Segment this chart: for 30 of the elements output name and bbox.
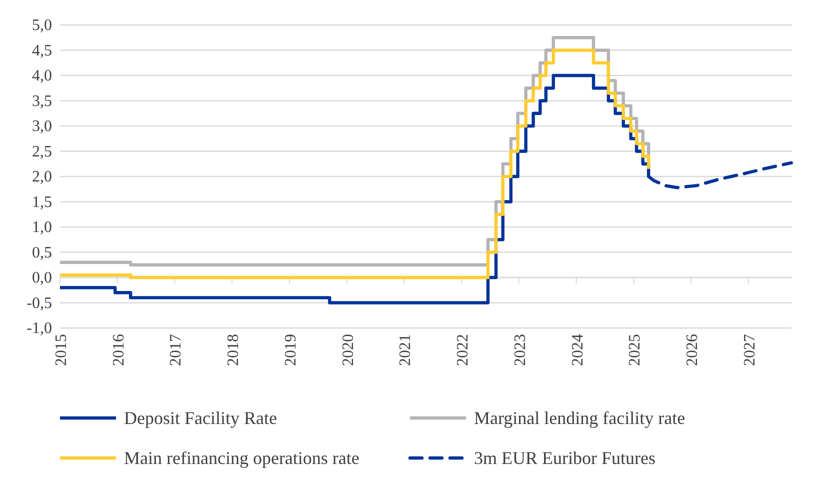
- legend-label: Main refinancing operations rate: [124, 448, 360, 468]
- x-tick-label: 2019: [282, 334, 300, 366]
- y-tick-label: 3,5: [32, 92, 52, 110]
- legend-label: 3m EUR Euribor Futures: [474, 448, 656, 468]
- x-tick-label: 2018: [225, 334, 242, 366]
- y-tick-label: 0,0: [32, 270, 52, 286]
- x-tick-label: 2027: [741, 334, 758, 366]
- x-tick-label: 2025: [626, 334, 644, 366]
- y-tick-label: 4,5: [32, 42, 52, 60]
- x-tick-label: 2021: [397, 334, 414, 366]
- y-tick-label: -1,0: [26, 320, 52, 337]
- y-tick-label: 0,5: [32, 244, 52, 262]
- x-tick-label: 2016: [110, 334, 128, 366]
- x-tick-label: 2015: [53, 334, 70, 366]
- x-tick-label: 2017: [168, 334, 185, 366]
- y-tick-label: 2,0: [32, 168, 52, 186]
- y-tick-label: 2,5: [32, 143, 52, 160]
- legend-label: Deposit Facility Rate: [124, 408, 277, 428]
- y-tick-label: 4,0: [32, 68, 52, 84]
- y-tick-label: -0,5: [26, 294, 52, 312]
- x-tick-label: 2023: [512, 334, 529, 366]
- y-tick-label: 3,0: [32, 118, 52, 135]
- y-tick-label: 1,0: [32, 219, 52, 236]
- x-tick-label: 2022: [454, 334, 472, 366]
- legend-label: Marginal lending facility rate: [474, 408, 686, 428]
- x-tick-label: 2024: [569, 334, 586, 366]
- y-tick-label: 5,0: [32, 17, 52, 34]
- x-tick-label: 2020: [340, 334, 357, 366]
- x-tick-label: 2026: [684, 334, 702, 366]
- y-tick-label: 1,5: [32, 194, 52, 211]
